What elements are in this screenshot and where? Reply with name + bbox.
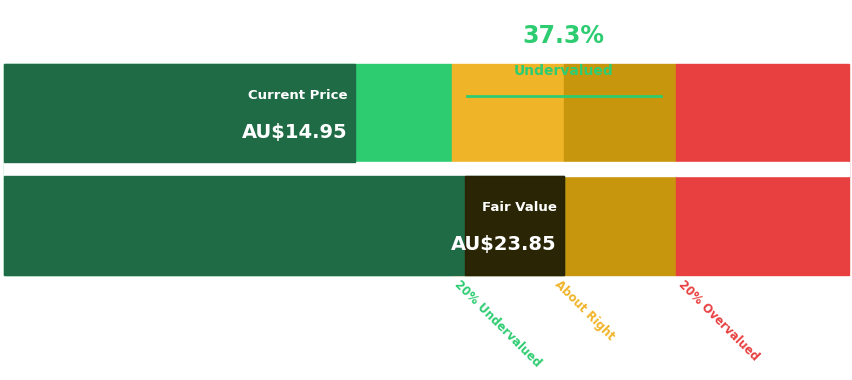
- Bar: [4, 162, 848, 176]
- Text: About Right: About Right: [551, 278, 616, 343]
- Text: AU$23.85: AU$23.85: [451, 235, 556, 254]
- Bar: [4, 63, 452, 275]
- Bar: [464, 176, 563, 275]
- Bar: [452, 63, 563, 275]
- Text: Current Price: Current Price: [248, 89, 348, 102]
- Text: 37.3%: 37.3%: [522, 24, 604, 48]
- Text: AU$14.95: AU$14.95: [242, 123, 348, 142]
- Text: Undervalued: Undervalued: [513, 63, 613, 78]
- Text: 20% Undervalued: 20% Undervalued: [452, 278, 543, 369]
- Bar: [563, 63, 675, 275]
- Bar: [4, 176, 563, 275]
- Text: Fair Value: Fair Value: [481, 201, 556, 214]
- Text: 20% Overvalued: 20% Overvalued: [675, 278, 760, 363]
- Bar: [4, 63, 354, 162]
- Bar: [675, 63, 848, 275]
